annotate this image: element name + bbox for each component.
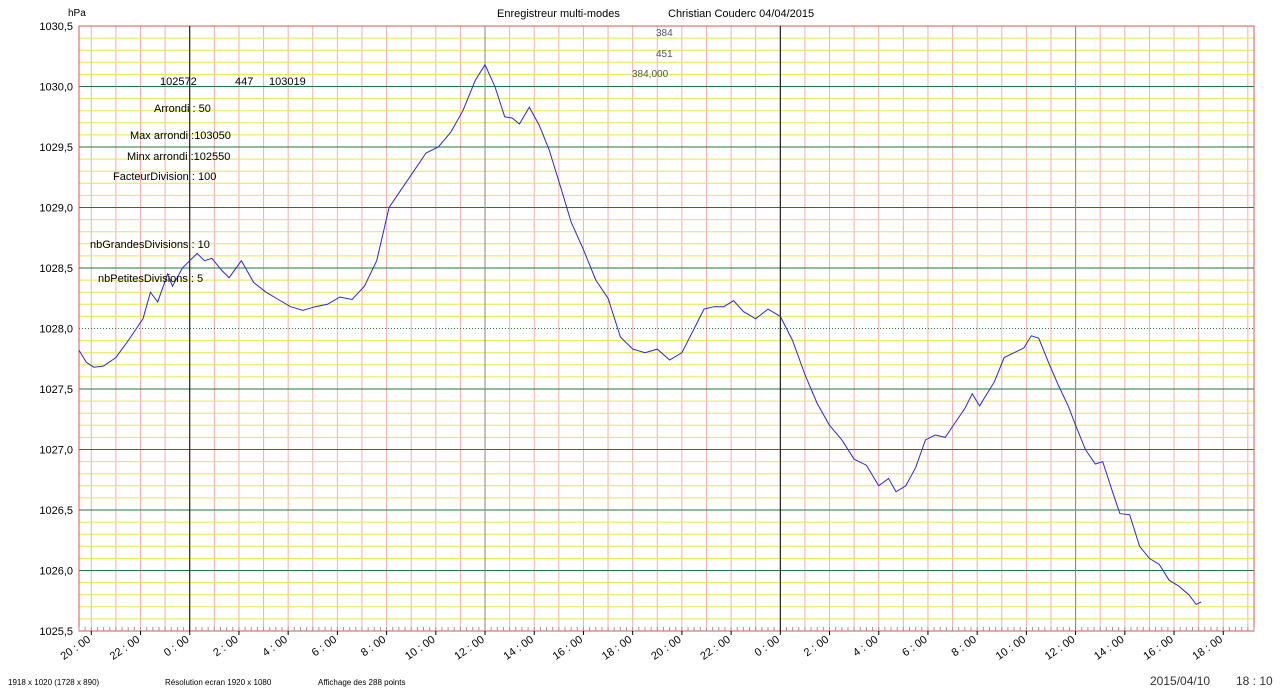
y-tick-label: 1027,5 xyxy=(39,384,73,396)
footer-points: Affichage des 288 points xyxy=(318,678,406,687)
x-tick-label: 2 : 00 xyxy=(802,634,831,660)
plot-frame xyxy=(78,25,1255,632)
x-tick-label: 12 : 00 xyxy=(452,634,486,663)
x-axis: 20 : 00 22 : 00 0 : 00 2 : 00 4 : 00 6 : 00 8 … xyxy=(59,631,1225,663)
x-tick-label: 20 : 00 xyxy=(649,634,683,663)
x-tick-label: 18 : 00 xyxy=(1191,634,1225,663)
x-tick-label: 0 : 00 xyxy=(162,634,191,660)
footer-time: 18 : 10 xyxy=(1236,674,1273,688)
chart-title: Enregistreur multi-modes xyxy=(497,8,620,20)
info-value-b: 447 xyxy=(235,76,254,88)
info-value-a: 102572 xyxy=(160,76,197,88)
x-tick-label: 4 : 00 xyxy=(851,634,880,660)
time-markers xyxy=(189,26,1077,631)
y-tick-label: 1028,0 xyxy=(39,324,73,336)
author-date: Christian Couderc 04/04/2015 xyxy=(668,8,815,20)
footer-resolution: Résolution ecran 1920 x 1080 xyxy=(165,678,272,687)
y-tick-label: 1030,0 xyxy=(39,82,73,94)
readout-3: 384,000 xyxy=(632,69,669,80)
x-tick-label: 4 : 00 xyxy=(260,634,289,660)
x-tick-label: 10 : 00 xyxy=(403,634,437,663)
y-tick-label: 1025,5 xyxy=(39,626,73,638)
x-tick-label: 22 : 00 xyxy=(108,634,142,663)
grid xyxy=(78,25,1255,632)
y-tick-label: 1028,5 xyxy=(39,263,73,275)
y-tick-label: 1029,0 xyxy=(39,203,73,215)
x-tick-label: 16 : 00 xyxy=(551,634,585,663)
x-tick-label: 14 : 00 xyxy=(1092,634,1126,663)
x-tick-label: 8 : 00 xyxy=(359,634,388,660)
readout-1: 384 xyxy=(656,28,673,39)
x-tick-label: 6 : 00 xyxy=(900,634,929,660)
y-tick-label: 1029,5 xyxy=(39,142,73,154)
x-tick-label: 10 : 00 xyxy=(994,634,1028,663)
y-tick-label: 1026,0 xyxy=(39,566,73,578)
x-tick-label: 18 : 00 xyxy=(600,634,634,663)
info-value-c: 103019 xyxy=(269,76,306,88)
x-tick-label: 12 : 00 xyxy=(1043,634,1077,663)
info-min-arrondi: Minx arrondi :102550 xyxy=(127,151,231,163)
y-tick-label: 1030,5 xyxy=(39,21,73,33)
info-max-arrondi: Max arrondi :103050 xyxy=(130,130,231,142)
info-petites-divisions: nbPetitesDivisions : 5 xyxy=(98,273,204,285)
y-axis: 1030,5 1030,0 1029,5 1029,0 1028,5 1028,0 1027… xyxy=(39,21,73,638)
x-tick-label: 14 : 00 xyxy=(502,634,536,663)
x-tick-label: 22 : 00 xyxy=(698,634,732,663)
info-grandes-divisions: nbGrandesDivisions : 10 xyxy=(90,239,210,251)
x-tick-label: 2 : 00 xyxy=(211,634,240,660)
y-tick-label: 1026,5 xyxy=(39,505,73,517)
info-facteur: FacteurDivision : 100 xyxy=(113,171,217,183)
y-tick-label: 1027,0 xyxy=(39,445,73,457)
x-tick-label: 8 : 00 xyxy=(949,634,978,660)
readout-2: 451 xyxy=(656,49,673,60)
pressure-line xyxy=(78,63,1202,606)
footer-screen-size: 1918 x 1020 (1728 x 890) xyxy=(8,678,100,687)
footer-date: 2015/04/10 xyxy=(1150,674,1211,688)
series-layer xyxy=(78,63,1202,606)
info-arrondi: Arrondi : 50 xyxy=(154,103,211,115)
y-axis-unit: hPa xyxy=(68,8,86,19)
x-tick-label: 16 : 00 xyxy=(1141,634,1175,663)
x-tick-label: 6 : 00 xyxy=(310,634,339,660)
x-tick-label: 0 : 00 xyxy=(753,634,782,660)
